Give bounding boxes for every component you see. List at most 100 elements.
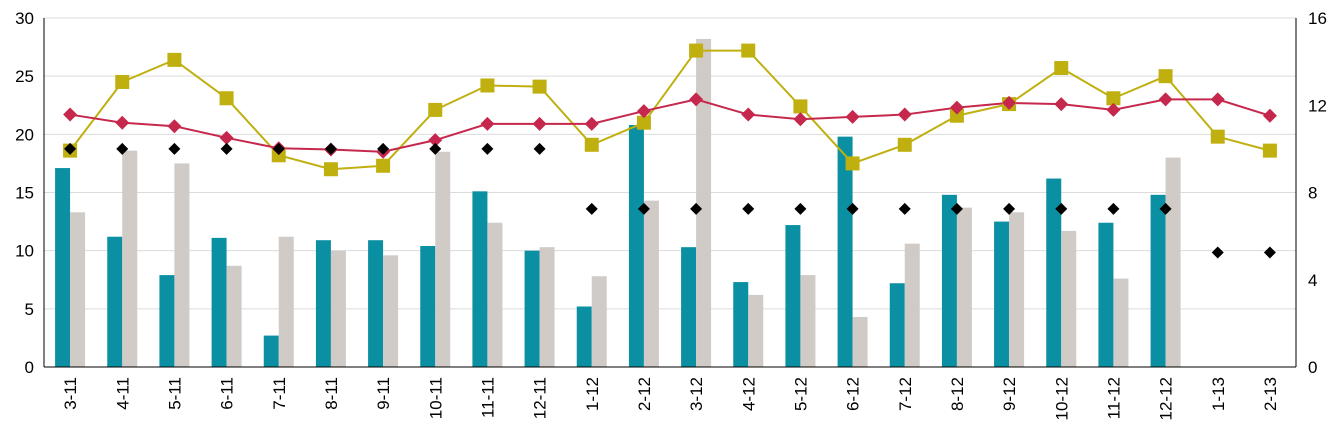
bar-1-10-11: [420, 246, 436, 367]
diamond-point: [949, 100, 964, 115]
diamond-point: [741, 107, 756, 122]
black-diamond-point: [64, 142, 77, 155]
line-square-series: [69, 49, 1271, 171]
bar-1-12-12: [1150, 194, 1166, 367]
black-diamond-point: [898, 202, 911, 215]
bar-2-12-11: [539, 247, 555, 367]
bar-2-6-11: [226, 265, 242, 367]
square-point: [584, 137, 599, 152]
y-left-tick-label: 20: [15, 125, 34, 144]
black-diamond-point: [481, 142, 494, 155]
diamond-point: [584, 116, 599, 131]
diamond-point: [689, 92, 704, 107]
bar-1-6-12: [837, 136, 853, 367]
bar-2-1-12: [591, 276, 607, 367]
x-tick-label: 2-12: [635, 377, 654, 411]
diamond-point: [219, 130, 234, 145]
square-point: [793, 99, 808, 114]
black-diamond-point: [533, 142, 546, 155]
x-tick-label: 8-11: [322, 377, 341, 410]
x-tick-label: 8-12: [948, 377, 967, 411]
bar-1-1-12: [576, 306, 592, 367]
black-diamond-point: [1159, 202, 1172, 215]
square-point: [1106, 91, 1121, 106]
x-tick-label: 10-12: [1052, 377, 1071, 420]
black-diamond-point: [794, 202, 807, 215]
tick-labels: 0 5 10 15 20 25 30 0 4 8 12 16 3-11 4-11 5-11 6-11 7-11 8…: [15, 9, 1327, 420]
bar-2-8-12: [956, 207, 972, 367]
x-tick-label: 6-11: [218, 377, 237, 410]
square-point: [532, 79, 547, 94]
diamond-point: [897, 107, 912, 122]
black-diamond-point: [272, 142, 285, 155]
square-point: [845, 156, 860, 171]
black-diamond-point: [1107, 202, 1120, 215]
bar-series-group: [55, 38, 1181, 367]
square-point: [167, 52, 182, 67]
square-point: [219, 91, 234, 106]
bar-1-12-11: [524, 250, 540, 367]
diamond-point: [1054, 97, 1069, 112]
bar-2-6-12: [852, 316, 868, 367]
diamond-point: [1210, 92, 1225, 107]
diamond-point: [63, 107, 78, 122]
bar-1-9-12: [994, 221, 1010, 367]
x-tick-label: 2-13: [1261, 377, 1280, 411]
bar-1-8-12: [941, 194, 957, 367]
bar-2-11-11: [487, 222, 503, 367]
black-diamond-point: [324, 142, 337, 155]
y-right-tick-label: 0: [1308, 358, 1317, 377]
bar-2-2-12: [643, 200, 659, 367]
square-point: [115, 74, 130, 89]
x-tick-label: 5-11: [165, 377, 184, 410]
diamond-point: [115, 115, 130, 130]
black-diamond-point: [220, 142, 233, 155]
bar-1-6-11: [211, 237, 227, 367]
x-tick-label: 9-12: [1000, 377, 1019, 411]
y-right-tick-label: 4: [1308, 271, 1317, 290]
bar-1-3-11: [55, 168, 71, 367]
black-diamond-point: [1263, 246, 1276, 259]
x-tick-label: 3-11: [61, 377, 80, 410]
square-point: [1158, 69, 1173, 84]
bar-2-10-12: [1061, 230, 1077, 367]
square-point: [1054, 61, 1069, 76]
bar-1-11-12: [1098, 222, 1114, 367]
black-diamond-point: [637, 202, 650, 215]
y-right-tick-label: 16: [1308, 9, 1327, 28]
x-tick-label: 11-12: [1104, 377, 1123, 419]
bar-1-9-11: [368, 240, 384, 367]
bar-1-4-12: [733, 282, 749, 367]
x-tick-label: 4-11: [113, 377, 132, 410]
bar-2-4-12: [748, 294, 764, 367]
x-tick-label: 3-12: [687, 377, 706, 411]
square-point: [376, 158, 391, 173]
square-point: [323, 162, 338, 177]
x-tick-label: 9-11: [374, 377, 393, 410]
square-point: [1210, 129, 1225, 144]
y-left-tick-label: 30: [15, 9, 34, 28]
bar-1-7-12: [889, 283, 905, 367]
diamond-point: [428, 133, 443, 148]
x-tick-label: 7-11: [270, 377, 289, 410]
bar-2-7-11: [278, 236, 294, 367]
x-tick-label: 6-12: [844, 377, 863, 411]
x-tick-label: 1-13: [1209, 377, 1228, 411]
x-tick-label: 4-12: [739, 377, 758, 411]
y-left-tick-label: 10: [15, 242, 34, 261]
bar-1-5-12: [785, 225, 801, 367]
black-diamond-point: [1003, 202, 1016, 215]
x-tick-label: 11-11: [478, 377, 497, 418]
line-series-group: [69, 49, 1271, 171]
y-left-tick-label: 0: [25, 358, 34, 377]
bar-1-3-12: [681, 247, 697, 367]
x-tick-label: 5-12: [791, 377, 810, 411]
marker-series-group: [63, 43, 1277, 259]
square-point: [741, 43, 756, 58]
bar-2-7-12: [904, 243, 920, 367]
bar-1-7-11: [263, 335, 279, 367]
diamond-point: [1106, 102, 1121, 117]
black-diamond-point: [742, 202, 755, 215]
square-point: [897, 137, 912, 152]
